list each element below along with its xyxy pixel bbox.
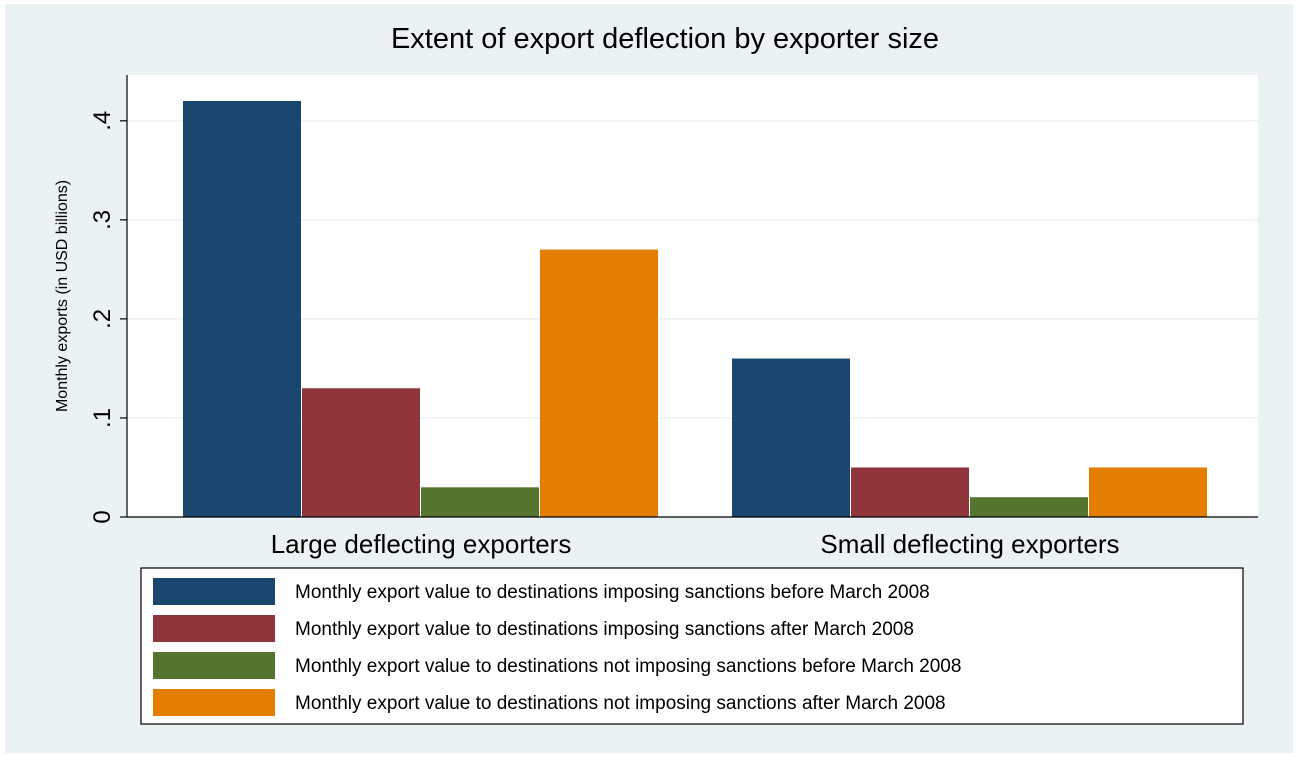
legend-swatch: [153, 615, 275, 642]
chart-title: Extent of export deflection by exporter …: [391, 23, 939, 55]
y-tick-label: .2: [89, 309, 116, 329]
legend-swatch: [153, 578, 275, 605]
legend-label: Monthly export value to destinations not…: [295, 693, 946, 714]
bar-large-series-1: [183, 101, 301, 517]
bar-small-series-4: [1089, 467, 1207, 517]
bar-small-series-3: [970, 497, 1088, 517]
bar-small-series-2: [851, 467, 969, 517]
legend-swatch: [153, 689, 275, 716]
bar-small-series-1: [732, 358, 850, 517]
bar-chart: Extent of export deflection by exporter …: [54, 23, 1258, 725]
legend-label: Monthly export value to destinations imp…: [295, 619, 914, 640]
legend-swatch: [153, 652, 275, 679]
y-axis-label: Monthly exports (in USD billions): [54, 180, 71, 412]
bar-large-series-2: [302, 388, 420, 517]
legend: [140, 567, 1244, 725]
chart-figure: Extent of export deflection by exporter …: [5, 4, 1293, 753]
bar-large-series-4: [540, 249, 658, 518]
legend-label: Monthly export value to destinations not…: [295, 656, 961, 677]
x-axis-category-labels: Large deflecting exporters Small deflecti…: [271, 529, 1120, 559]
y-tick-label: .3: [89, 210, 116, 230]
x-category-label: Large deflecting exporters: [271, 529, 572, 559]
y-tick-label: .1: [89, 408, 116, 428]
legend-items: Monthly export value to destinations imp…: [153, 578, 961, 716]
legend-label: Monthly export value to destinations imp…: [295, 582, 930, 603]
x-category-label: Small deflecting exporters: [820, 529, 1119, 559]
bars: [183, 101, 1207, 518]
bar-large-series-3: [421, 487, 539, 517]
y-tick-label: .4: [89, 111, 116, 131]
y-tick-label: 0: [89, 510, 116, 523]
y-axis-ticks: 0 .1 .2 .3 .4: [89, 111, 127, 524]
